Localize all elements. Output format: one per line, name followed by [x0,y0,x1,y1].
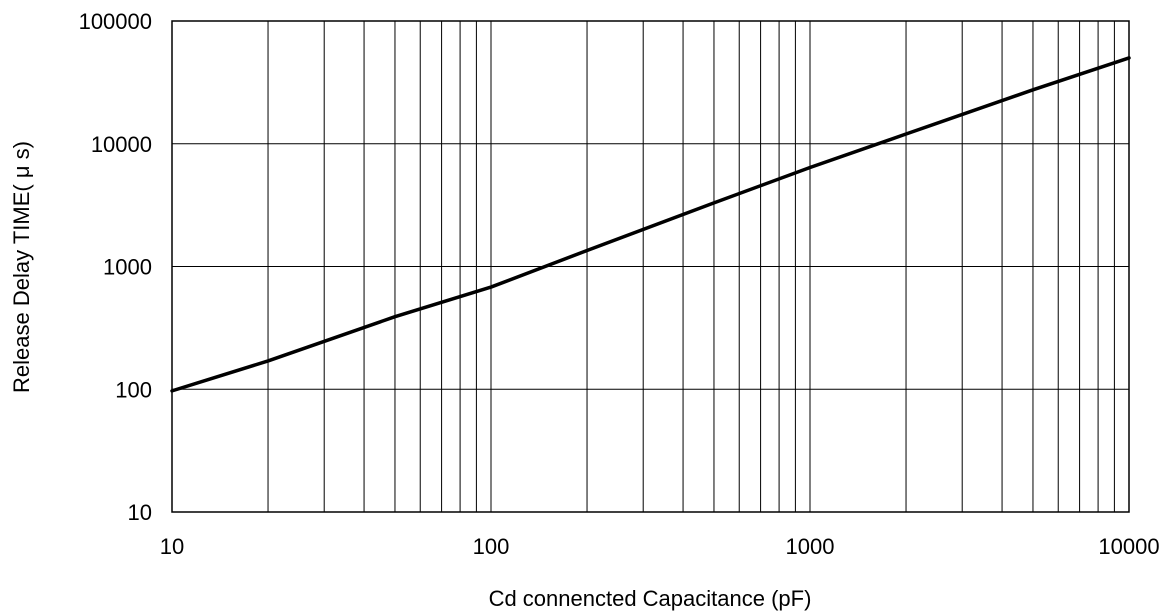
y-tick-label: 1000 [103,255,152,280]
series-layer [170,56,1131,393]
x-tick-label: 10 [160,534,184,559]
y-tick-label: 10000 [91,132,152,157]
x-axis-title: Cd connencted Capacitance (pF) [489,586,812,611]
x-tick-label: 10000 [1098,534,1159,559]
series-line-0 [170,56,1131,393]
tick-labels: 10 100 1000 10000 10 100 1000 10000 100000 [79,9,1160,559]
y-axis-title: Release Delay TIME( μ s) [9,141,34,393]
grid [172,21,1129,512]
x-tick-label: 1000 [786,534,835,559]
x-tick-label: 100 [473,534,510,559]
plot-frame [171,20,1130,513]
plot-border [171,20,1130,513]
y-tick-label: 100 [115,377,152,402]
y-tick-label: 100000 [79,9,152,34]
y-tick-label: 10 [128,500,152,525]
